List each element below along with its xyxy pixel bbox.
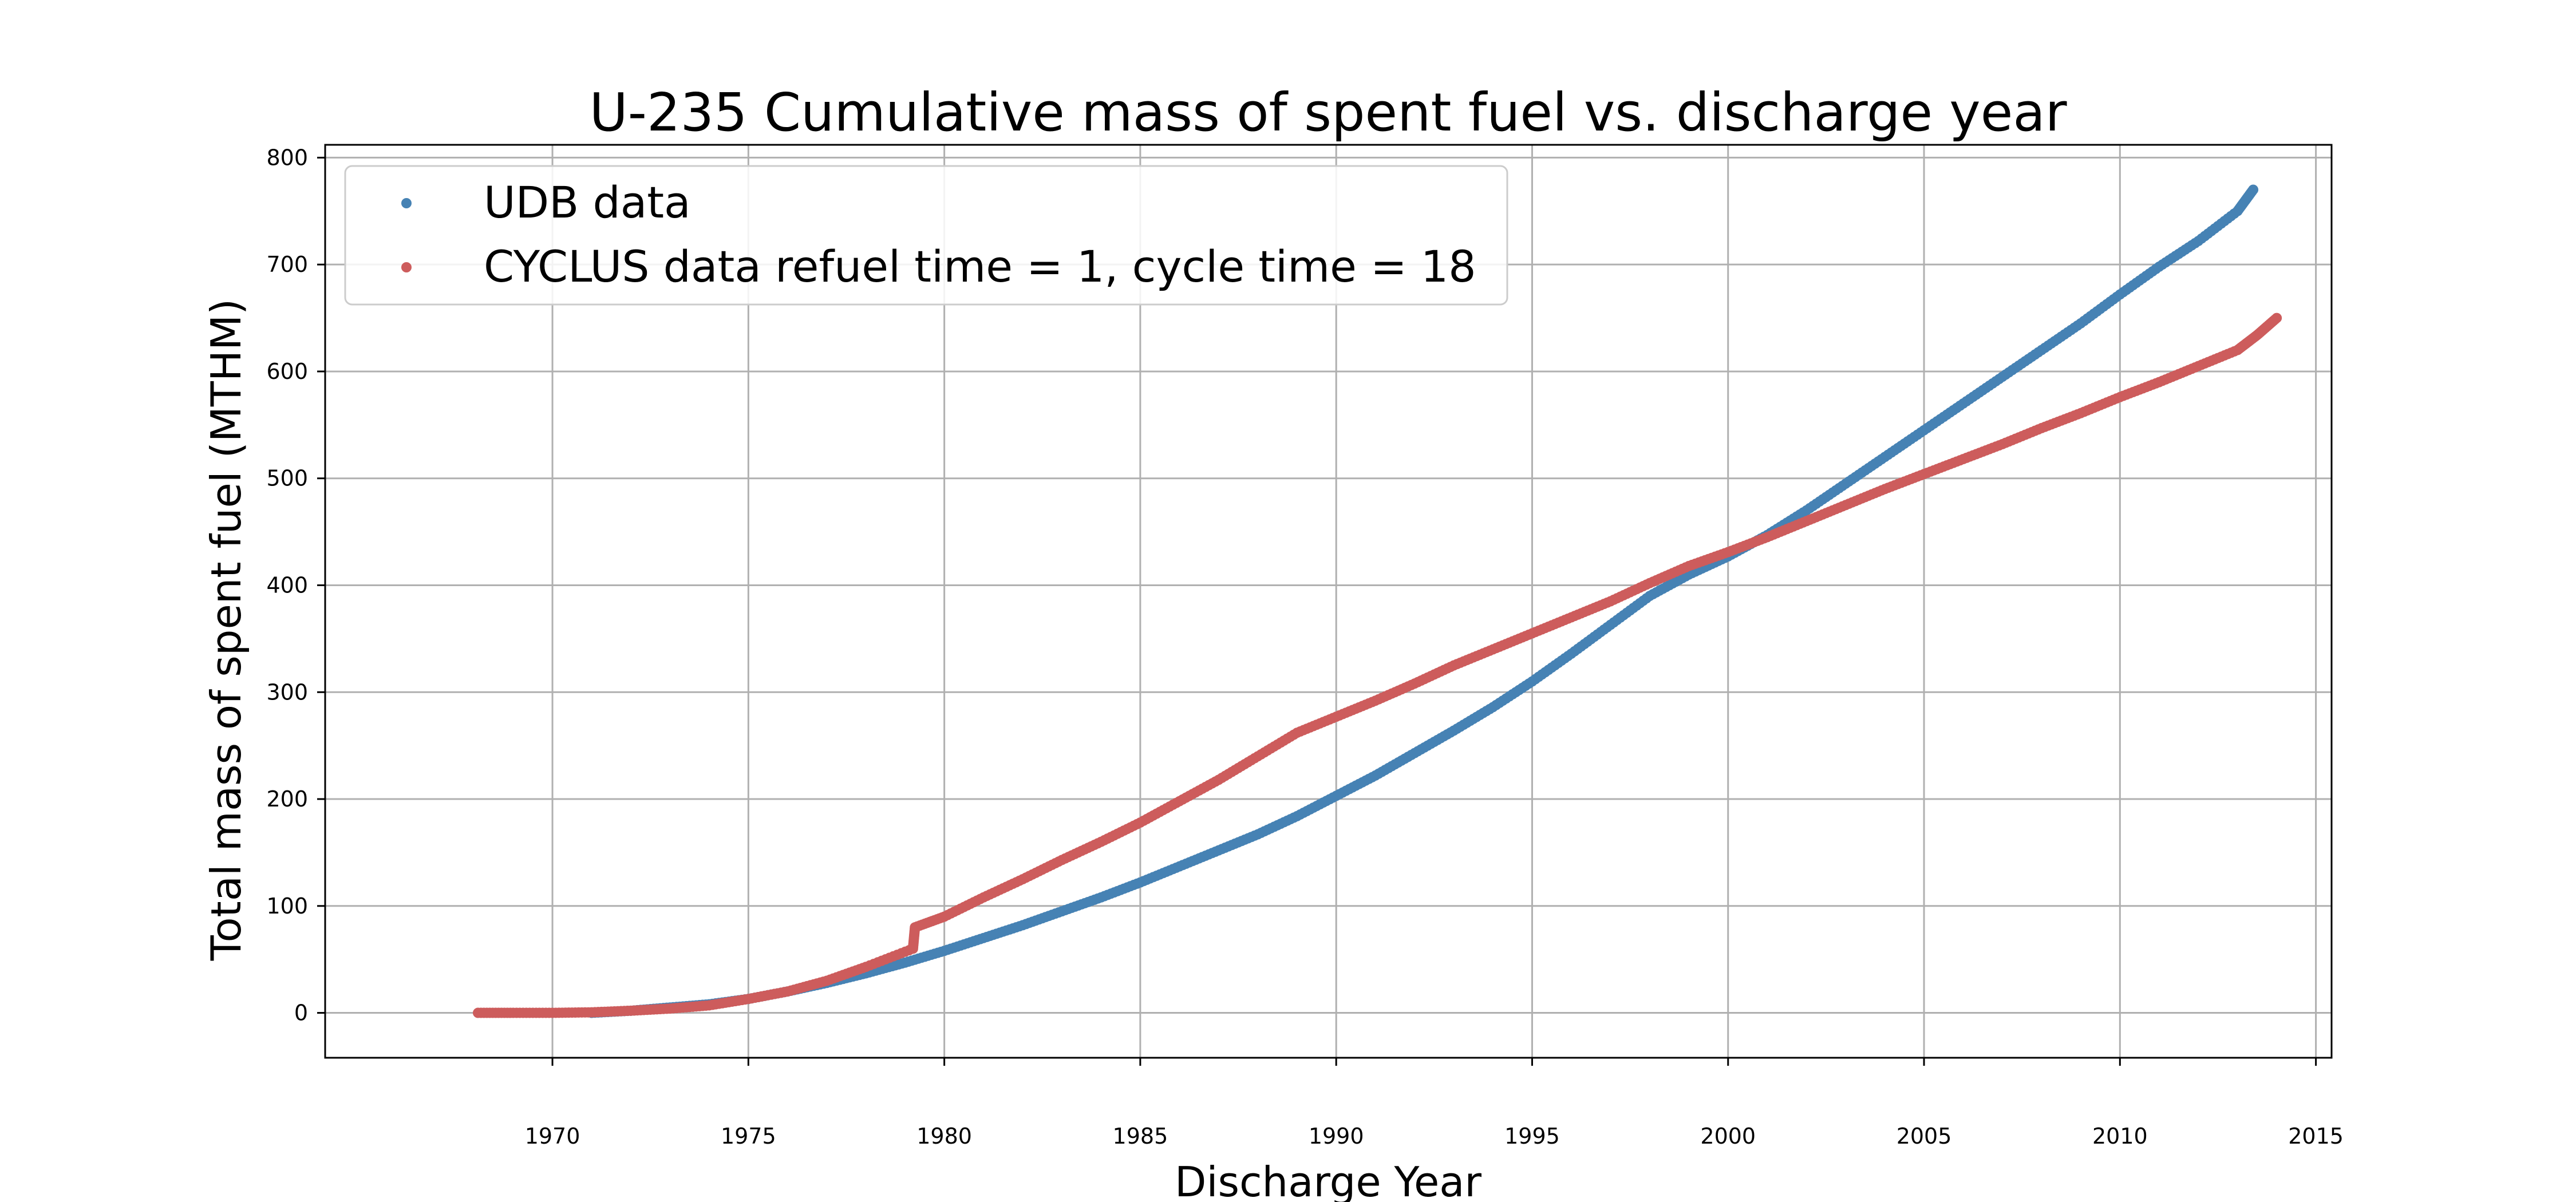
- legend-label-udb: UDB data: [484, 177, 691, 228]
- x-tick-label: 1985: [1113, 1124, 1168, 1149]
- y-tick-label: 600: [266, 359, 308, 384]
- y-axis-title: Total mass of spent fuel (MTHM): [202, 299, 250, 961]
- y-tick-label: 400: [266, 572, 308, 598]
- x-tick-label: 1970: [525, 1124, 580, 1149]
- chart-title: U-235 Cumulative mass of spent fuel vs. …: [589, 82, 2067, 143]
- x-tick-label: 1995: [1504, 1124, 1560, 1149]
- y-tick-label: 500: [266, 466, 308, 491]
- series-0: [586, 184, 2259, 1018]
- x-tick-label: 2015: [2288, 1124, 2344, 1149]
- legend-label-cyclus: CYCLUS data refuel time = 1, cycle time …: [484, 241, 1476, 292]
- series-layer: [472, 184, 2282, 1018]
- data-point: [2248, 184, 2259, 195]
- legend-marker-cyclus: [401, 262, 412, 272]
- series-1: [472, 313, 2282, 1018]
- y-tick-label: 200: [266, 786, 308, 812]
- y-tick-label: 800: [266, 145, 308, 170]
- plot-area-frame: [324, 144, 2333, 1059]
- y-tick-label: 100: [266, 893, 308, 919]
- x-tick-label: 2010: [2092, 1124, 2148, 1149]
- x-tick-label: 2005: [1897, 1124, 1952, 1149]
- y-tick-label: 0: [294, 1001, 308, 1026]
- y-tick-label: 300: [266, 679, 308, 705]
- x-axis-title: Discharge Year: [1175, 1158, 1481, 1202]
- legend: UDB data CYCLUS data refuel time = 1, cy…: [344, 165, 1508, 306]
- legend-marker-udb: [401, 198, 412, 208]
- x-tick-label: 1975: [721, 1124, 776, 1149]
- legend-box: [344, 165, 1508, 306]
- axis-ticks: 1970 1975 1980 1985 1990 1995 2000 2005 2010 2015…: [266, 145, 2344, 1149]
- x-tick-label: 1980: [916, 1124, 972, 1149]
- x-tick-label: 1990: [1309, 1124, 1364, 1149]
- data-point: [2271, 313, 2282, 323]
- y-tick-label: 700: [266, 252, 308, 277]
- x-tick-label: 2000: [1700, 1124, 1756, 1149]
